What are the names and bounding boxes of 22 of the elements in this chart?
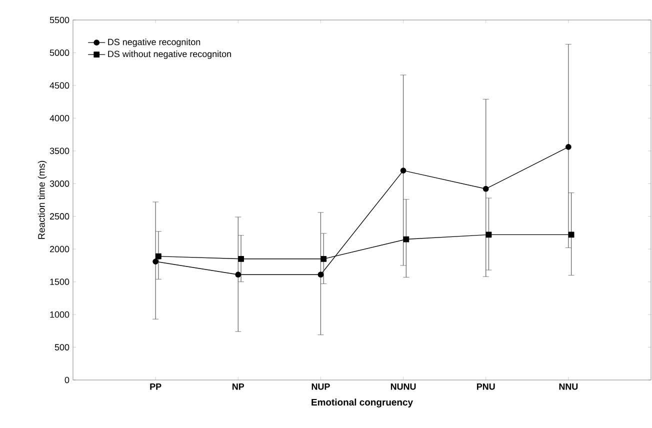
y-tick-label: 2500 <box>50 213 70 220</box>
y-tick-label: 1500 <box>50 278 70 285</box>
legend-label: DS negative recogniton <box>108 38 200 47</box>
y-tick-label: 4000 <box>50 115 70 122</box>
x-tick-label: NP <box>232 384 244 390</box>
y-tick-label: 5000 <box>50 50 70 56</box>
legend-label: DS without negative recogniton <box>108 50 231 59</box>
y-axis-title: Reaction time (ms) <box>38 160 47 239</box>
y-tick-label: 3000 <box>50 180 70 187</box>
y-tick-label: 3500 <box>50 148 70 154</box>
y-tick-label: 1000 <box>50 311 70 318</box>
y-tick-label: 500 <box>54 344 70 350</box>
x-axis-title: Emotional congruency <box>312 398 413 408</box>
x-tick-label: NUNU <box>390 384 416 390</box>
x-tick-label: NUP <box>312 384 330 390</box>
x-tick-label: NNU <box>559 384 578 390</box>
y-tick-label: 2000 <box>50 246 70 252</box>
x-tick-label: PNU <box>476 384 495 390</box>
y-tick-label: 5500 <box>50 16 70 24</box>
x-tick-label: PP <box>150 384 162 390</box>
y-tick-label: 0 <box>64 376 70 384</box>
y-tick-label: 4500 <box>50 82 70 89</box>
